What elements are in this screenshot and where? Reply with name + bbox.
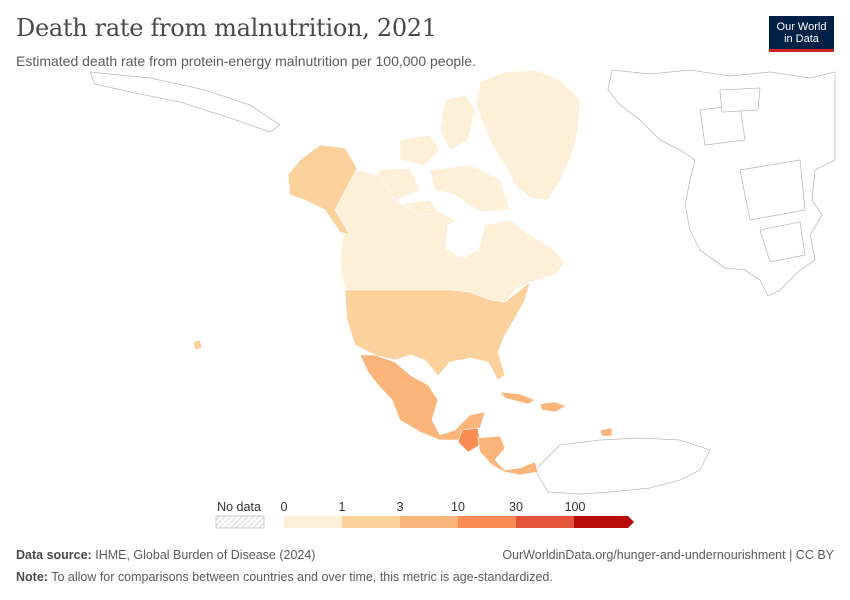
- region-caribbean-islands[interactable]: [599, 427, 613, 437]
- chart-title: Death rate from malnutrition, 2021: [16, 14, 437, 42]
- region-greenland[interactable]: [475, 69, 581, 201]
- legend-tick-5: 100: [565, 500, 586, 514]
- region-hawaii[interactable]: [192, 339, 203, 351]
- owid-logo[interactable]: Our World in Data: [769, 16, 834, 52]
- legend-bin-4: [516, 516, 574, 528]
- region-cuba[interactable]: [499, 391, 536, 405]
- legend-tick-1: 1: [339, 500, 346, 514]
- europe-outline: [607, 69, 836, 297]
- source-text: IHME, Global Burden of Disease (2024): [95, 548, 316, 562]
- legend-bin-1: [342, 516, 400, 528]
- legend-bin-3: [458, 516, 516, 528]
- region-ellesmere[interactable]: [439, 94, 476, 151]
- legend-tick-3: 10: [451, 500, 465, 514]
- logo-line-1: Our World: [776, 21, 827, 33]
- note-line: Note: To allow for comparisons between c…: [16, 570, 553, 584]
- note-text: To allow for comparisons between countri…: [51, 570, 553, 584]
- legend-no-data-swatch: [215, 515, 265, 529]
- region-guatemala[interactable]: [457, 427, 481, 453]
- legend-no-data-label: No data: [217, 500, 261, 514]
- region-hispaniola[interactable]: [539, 401, 567, 413]
- note-label: Note:: [16, 570, 48, 584]
- south-america-outline: [534, 437, 711, 495]
- logo-line-2: in Data: [784, 33, 819, 45]
- legend-tick-2: 3: [397, 500, 404, 514]
- legend-bin-5: [574, 516, 634, 528]
- legend-bin-0: [284, 516, 342, 528]
- source-url[interactable]: OurWorldinData.org/hunger-and-undernouri…: [502, 548, 834, 562]
- legend-tick-0: 0: [281, 500, 288, 514]
- legend-tick-4: 30: [509, 500, 523, 514]
- source-label: Data source:: [16, 548, 92, 562]
- legend: No data 0 1 3 10 30 100: [215, 500, 634, 529]
- region-usa[interactable]: [344, 281, 531, 381]
- source-line: Data source: IHME, Global Burden of Dise…: [16, 548, 315, 562]
- region-alaska[interactable]: [287, 144, 358, 236]
- region-central-america[interactable]: [477, 435, 539, 476]
- hudson-bay: [445, 214, 483, 259]
- region-mexico[interactable]: [359, 354, 486, 441]
- legend-bin-2: [400, 516, 458, 528]
- chart-subtitle: Estimated death rate from protein-energy…: [16, 53, 476, 69]
- arctic-islands-outline: [89, 71, 281, 133]
